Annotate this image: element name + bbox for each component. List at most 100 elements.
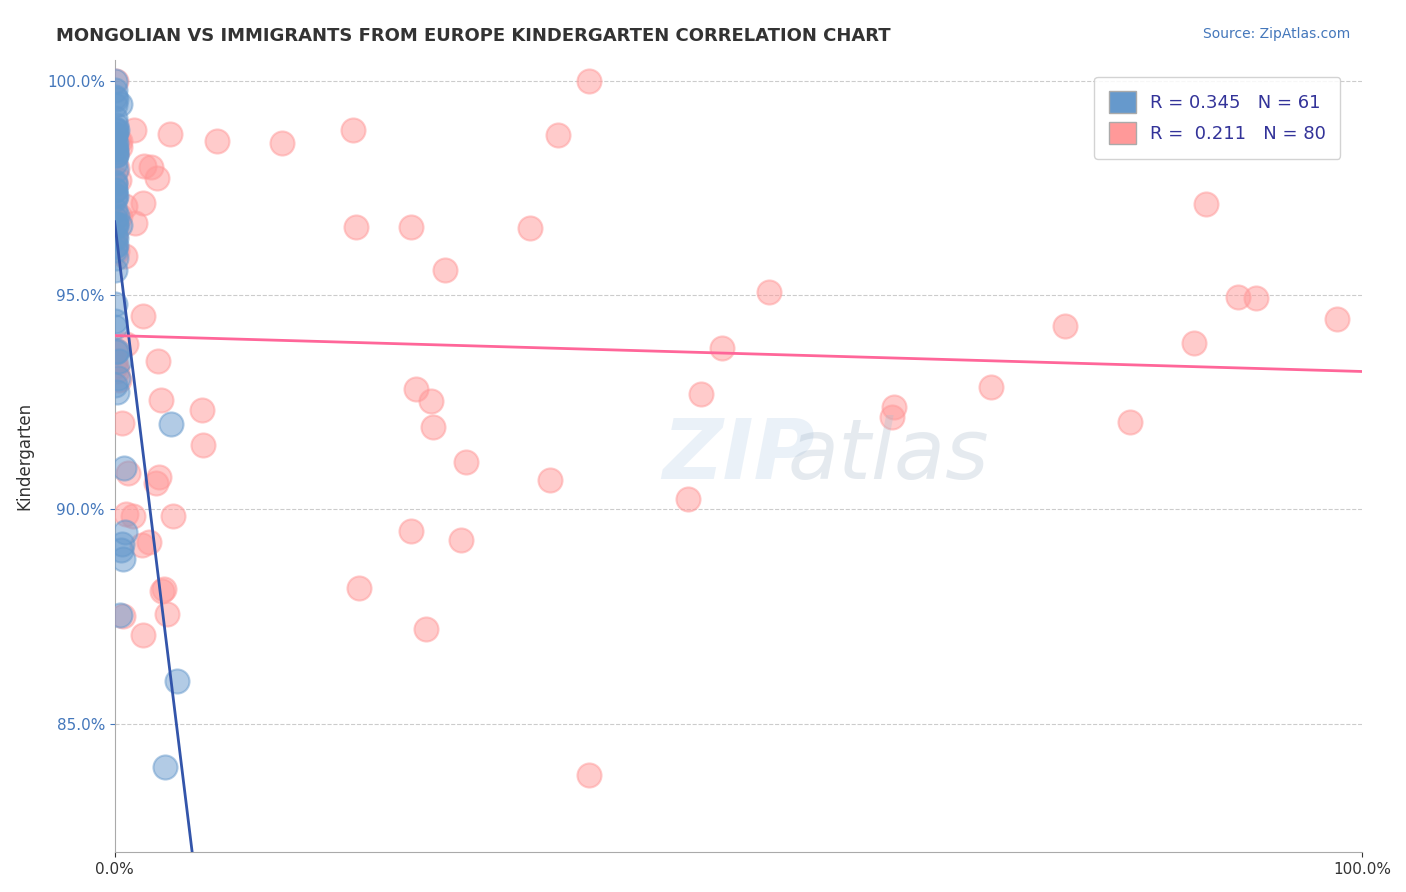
Point bbox=[980, 380, 1002, 394]
Point bbox=[108, 134, 131, 148]
Point bbox=[519, 220, 541, 235]
Point bbox=[711, 341, 734, 355]
Point bbox=[104, 227, 127, 242]
Point bbox=[689, 387, 711, 401]
Point bbox=[111, 551, 134, 566]
Point bbox=[104, 143, 127, 157]
Point bbox=[105, 161, 128, 175]
Point bbox=[104, 230, 127, 244]
Point bbox=[124, 216, 146, 230]
Point bbox=[104, 320, 127, 334]
Point bbox=[166, 673, 188, 688]
Point bbox=[104, 344, 127, 359]
Point bbox=[132, 196, 155, 211]
Point bbox=[578, 74, 600, 88]
Point bbox=[105, 231, 128, 245]
Point bbox=[104, 377, 127, 392]
Point bbox=[104, 74, 127, 88]
Point bbox=[104, 141, 127, 155]
Point bbox=[114, 337, 136, 351]
Point bbox=[344, 220, 367, 235]
Point bbox=[104, 343, 127, 357]
Point bbox=[401, 524, 423, 538]
Point bbox=[145, 475, 167, 490]
Point bbox=[104, 147, 127, 161]
Point bbox=[456, 455, 478, 469]
Point bbox=[152, 582, 174, 596]
Point bbox=[104, 183, 127, 197]
Point bbox=[105, 123, 128, 137]
Point bbox=[104, 188, 127, 202]
Point bbox=[105, 148, 128, 162]
Point bbox=[159, 127, 181, 141]
Point bbox=[104, 155, 127, 169]
Point bbox=[105, 244, 128, 259]
Point bbox=[117, 466, 139, 480]
Point bbox=[104, 218, 127, 232]
Point bbox=[271, 136, 294, 150]
Point bbox=[104, 228, 127, 243]
Point bbox=[107, 173, 129, 187]
Point bbox=[104, 128, 127, 142]
Point bbox=[538, 473, 561, 487]
Point bbox=[156, 607, 179, 621]
Point bbox=[415, 623, 437, 637]
Point bbox=[150, 392, 173, 407]
Point bbox=[139, 160, 162, 174]
Point bbox=[104, 297, 127, 311]
Point bbox=[347, 581, 370, 595]
Point bbox=[110, 209, 132, 223]
Point bbox=[148, 353, 170, 368]
Point bbox=[105, 147, 128, 161]
Point bbox=[1053, 319, 1076, 334]
Point bbox=[104, 211, 127, 226]
Point bbox=[112, 461, 135, 475]
Point bbox=[405, 382, 427, 396]
Point bbox=[131, 538, 153, 552]
Point bbox=[578, 768, 600, 782]
Point bbox=[105, 119, 128, 133]
Point bbox=[104, 176, 127, 190]
Point bbox=[104, 177, 127, 191]
Point bbox=[676, 491, 699, 506]
Point bbox=[131, 628, 153, 642]
Point bbox=[145, 170, 167, 185]
Point bbox=[110, 140, 132, 154]
Point bbox=[150, 584, 173, 599]
Point bbox=[105, 364, 128, 378]
Point bbox=[104, 127, 127, 141]
Point bbox=[104, 97, 127, 112]
Point bbox=[104, 175, 127, 189]
Point bbox=[105, 189, 128, 203]
Text: ZIP: ZIP bbox=[662, 416, 814, 497]
Point bbox=[104, 251, 127, 265]
Point bbox=[104, 243, 127, 257]
Point bbox=[108, 373, 131, 387]
Point bbox=[450, 533, 472, 547]
Point bbox=[105, 145, 128, 159]
Point bbox=[1182, 336, 1205, 351]
Point bbox=[105, 136, 128, 150]
Point bbox=[110, 543, 132, 558]
Point bbox=[1118, 415, 1140, 429]
Point bbox=[104, 359, 127, 373]
Point bbox=[422, 420, 444, 434]
Point bbox=[883, 400, 905, 414]
Point bbox=[104, 237, 127, 252]
Point bbox=[1326, 312, 1348, 326]
Point bbox=[108, 97, 131, 112]
Text: Source: ZipAtlas.com: Source: ZipAtlas.com bbox=[1202, 27, 1350, 41]
Y-axis label: Kindergarten: Kindergarten bbox=[15, 402, 32, 510]
Point bbox=[104, 353, 127, 368]
Point bbox=[105, 344, 128, 359]
Point bbox=[162, 509, 184, 524]
Point bbox=[108, 219, 131, 233]
Point bbox=[104, 202, 127, 217]
Point bbox=[107, 133, 129, 147]
Point bbox=[159, 417, 181, 431]
Point bbox=[104, 217, 127, 231]
Point bbox=[399, 220, 422, 235]
Point bbox=[433, 263, 456, 277]
Point bbox=[104, 90, 127, 104]
Point bbox=[115, 507, 138, 521]
